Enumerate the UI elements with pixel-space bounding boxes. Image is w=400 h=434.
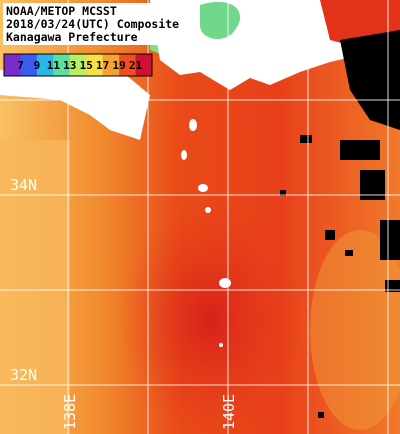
colorbar-frame: [3, 53, 153, 77]
longitude-label: 138E: [61, 394, 79, 430]
colorbar: 7 9 11 13 15 17 19 21: [3, 53, 153, 77]
colorbar-segment: [119, 54, 137, 76]
colorbar-label: 7: [17, 59, 24, 72]
colorbar-label: 17: [96, 59, 109, 72]
header-box: [3, 3, 188, 45]
colorbar-label: 9: [34, 59, 41, 72]
colorbar-segment: [36, 54, 54, 76]
latitude-label: 34N: [10, 176, 37, 194]
longitude-label: 140E: [220, 394, 238, 430]
land: [0, 0, 400, 347]
colorbar-segment: [102, 54, 120, 76]
colorbar-segment: [4, 54, 21, 76]
colorbar-label: 13: [63, 59, 76, 72]
colorbar-label: 15: [80, 59, 93, 72]
colorbar-label: 19: [112, 59, 125, 72]
colorbar-label: 21: [129, 59, 143, 72]
colorbar-segment: [53, 54, 71, 76]
colorbar-label: 11: [47, 59, 61, 72]
header: NOAA/METOP MCSST 2018/03/24(UTC) Composi…: [3, 3, 188, 45]
latitude-label: 32N: [10, 366, 37, 384]
header-line: 2018/03/24(UTC) Composite: [6, 17, 179, 31]
header-line: Kanagawa Prefecture: [6, 30, 138, 44]
geo-labels: 34N 32N 138E 140E: [10, 176, 238, 430]
colorbar-segment: [20, 54, 38, 76]
colorbar-segment: [135, 54, 153, 76]
colorbar-segment: [69, 54, 87, 76]
colorbar-segment: [86, 54, 104, 76]
header-line: NOAA/METOP MCSST: [6, 4, 117, 18]
